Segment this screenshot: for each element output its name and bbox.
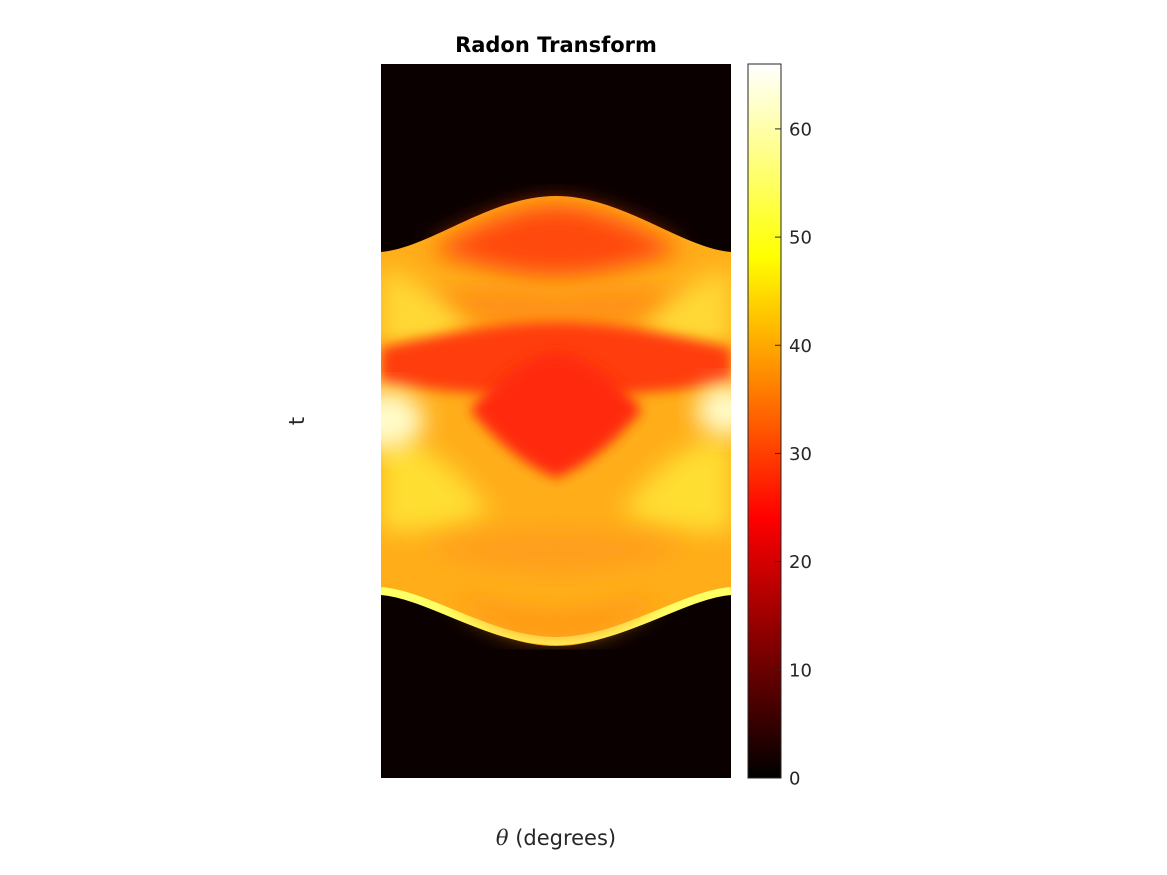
colorbar-tick-label: 50	[789, 228, 812, 249]
right-lower-yellow	[622, 439, 731, 532]
colorbar-tick-label: 0	[789, 769, 800, 790]
chart-title: Radon Transform	[455, 33, 657, 57]
bottom-orange-region	[450, 592, 662, 636]
sinogram-image	[381, 64, 731, 778]
colorbar-tick-label: 20	[789, 552, 812, 573]
right-yellow-region	[642, 270, 731, 349]
lower-orange-band	[420, 528, 692, 572]
right-white-spot	[696, 384, 731, 436]
top-orange-region	[430, 205, 682, 276]
colorbar-ticks: 0 10 20 30 40 50 60	[775, 119, 812, 790]
x-axis-label: θ (degrees)	[496, 826, 616, 850]
central-diamond	[470, 352, 642, 478]
colorbar-tick-label: 10	[789, 660, 812, 681]
left-lower-yellow	[381, 439, 490, 532]
upper-mid-band	[400, 289, 712, 324]
colorbar: 0 10 20 30 40 50 60	[747, 63, 812, 790]
bottom-bright-edge	[381, 587, 731, 646]
x-axis-label-text: (degrees)	[509, 826, 617, 850]
theta-symbol: θ	[496, 826, 509, 850]
colorbar-tick-label: 30	[789, 444, 812, 465]
left-yellow-region	[381, 270, 470, 349]
colorbar-gradient	[747, 63, 782, 779]
colorbar-tick-label: 40	[789, 336, 812, 357]
y-axis-label: t	[285, 417, 309, 425]
left-white-spot	[381, 390, 424, 450]
sinogram-band	[381, 196, 731, 646]
colorbar-tick-label: 60	[789, 119, 812, 140]
